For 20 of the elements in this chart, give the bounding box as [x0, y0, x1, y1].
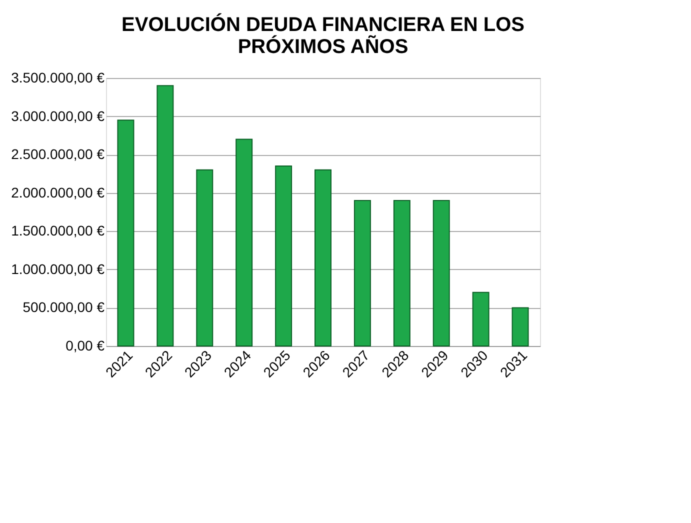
bar — [393, 200, 410, 346]
y-tick-label: 0,00 € — [66, 338, 105, 354]
bar — [117, 120, 134, 346]
bar — [196, 169, 214, 346]
chart-title: EVOLUCIÓN DEUDA FINANCIERA EN LOS PRÓXIMOS AÑOS — [122, 13, 524, 58]
y-tick-label: 1.000.000,00 € — [11, 260, 105, 277]
bar — [314, 169, 332, 346]
y-tick-label: 3.000.000,00 € — [11, 108, 105, 124]
bar — [275, 166, 292, 346]
bar — [236, 138, 253, 346]
bar — [354, 200, 371, 346]
y-tick-label: 1.500.000,00 € — [11, 222, 105, 239]
y-tick-label: 2.000.000,00 € — [11, 184, 105, 200]
y-tick-label: 500.000,00 € — [22, 299, 105, 316]
bar — [156, 85, 174, 346]
y-tick-label: 3.500.000,00 € — [11, 70, 105, 86]
bar — [432, 200, 450, 346]
bar — [512, 307, 529, 346]
y-tick-label: 2.500.000,00 € — [11, 146, 105, 162]
bar — [472, 292, 490, 346]
